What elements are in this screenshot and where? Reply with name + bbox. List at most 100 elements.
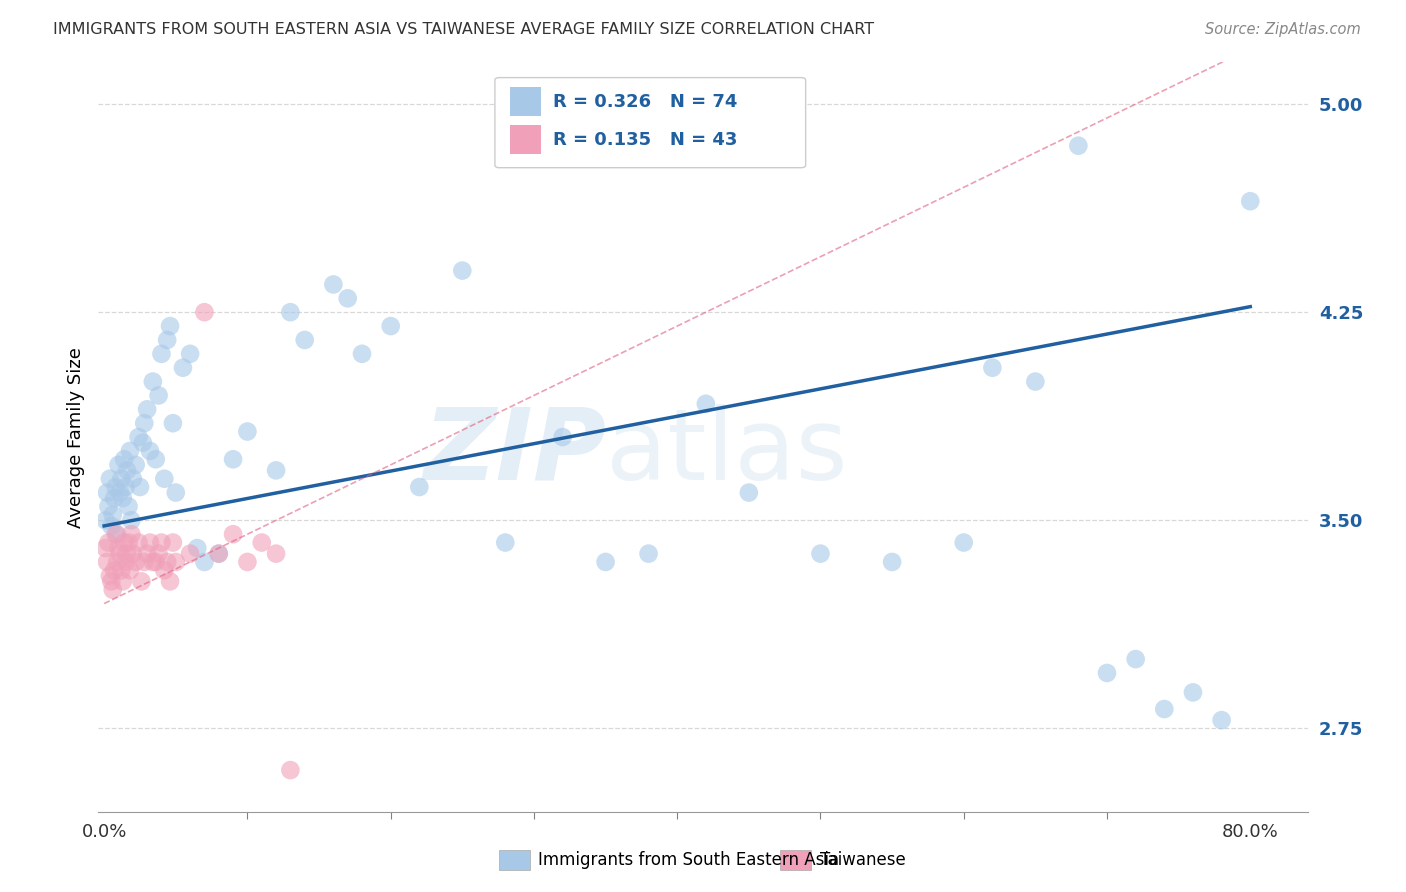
Point: [124, 555, 146, 569]
Point: [380, 319, 402, 334]
Bar: [780, 850, 811, 870]
Point: [738, 485, 761, 500]
Point: [132, 435, 155, 450]
Point: [104, 527, 127, 541]
Point: [236, 555, 259, 569]
Point: [131, 574, 153, 589]
Point: [981, 360, 1004, 375]
Point: [117, 500, 139, 514]
Point: [153, 472, 176, 486]
Point: [121, 472, 143, 486]
Point: [97, 535, 120, 549]
Point: [1239, 194, 1261, 209]
Point: [120, 513, 142, 527]
Point: [136, 402, 159, 417]
Point: [1067, 138, 1090, 153]
Point: [150, 535, 173, 549]
Point: [108, 485, 131, 500]
Text: R = 0.326   N = 74: R = 0.326 N = 74: [553, 94, 737, 112]
Point: [1125, 652, 1147, 666]
Point: [236, 425, 259, 439]
Point: [110, 563, 132, 577]
Point: [118, 444, 141, 458]
Point: [115, 547, 138, 561]
Point: [142, 555, 165, 569]
Point: [148, 388, 170, 402]
Point: [952, 535, 974, 549]
Point: [117, 535, 139, 549]
Point: [96, 555, 118, 569]
Point: [153, 563, 176, 577]
Point: [136, 547, 159, 561]
Point: [108, 547, 131, 561]
Point: [139, 535, 162, 549]
Point: [695, 397, 717, 411]
Point: [156, 555, 179, 569]
Point: [451, 263, 474, 277]
Point: [280, 305, 302, 319]
Point: [112, 452, 135, 467]
Point: [145, 452, 167, 467]
Point: [280, 763, 302, 777]
Point: [165, 555, 187, 569]
Point: [179, 547, 201, 561]
Point: [162, 535, 184, 549]
Point: [100, 574, 122, 589]
Point: [100, 519, 122, 533]
Point: [115, 463, 138, 477]
Y-axis label: Average Family Size: Average Family Size: [66, 347, 84, 527]
Point: [118, 563, 141, 577]
Point: [336, 291, 359, 305]
Point: [264, 463, 287, 477]
Point: [208, 547, 231, 561]
Point: [494, 535, 516, 549]
Point: [107, 458, 129, 472]
Point: [134, 416, 156, 430]
Point: [111, 491, 134, 505]
Point: [222, 452, 245, 467]
Text: R = 0.135   N = 43: R = 0.135 N = 43: [553, 131, 737, 150]
Point: [637, 547, 659, 561]
Point: [101, 582, 124, 597]
Point: [124, 458, 146, 472]
Point: [120, 527, 142, 541]
Point: [186, 541, 208, 555]
Point: [179, 347, 201, 361]
Point: [810, 547, 832, 561]
Point: [250, 535, 273, 549]
Point: [128, 535, 150, 549]
Point: [111, 574, 134, 589]
Point: [134, 555, 156, 569]
Point: [97, 500, 120, 514]
Point: [172, 360, 194, 375]
Point: [103, 491, 125, 505]
Text: IMMIGRANTS FROM SOUTH EASTERN ASIA VS TAIWANESE AVERAGE FAMILY SIZE CORRELATION : IMMIGRANTS FROM SOUTH EASTERN ASIA VS TA…: [53, 22, 875, 37]
Point: [142, 375, 165, 389]
Text: atlas: atlas: [606, 403, 848, 500]
Point: [595, 555, 617, 569]
Point: [1181, 685, 1204, 699]
Point: [264, 547, 287, 561]
Point: [114, 555, 136, 569]
Bar: [510, 87, 541, 116]
Text: Immigrants from South Eastern Asia: Immigrants from South Eastern Asia: [538, 851, 839, 869]
Point: [112, 535, 135, 549]
Point: [350, 347, 373, 361]
Point: [882, 555, 904, 569]
Point: [1095, 665, 1118, 680]
Point: [94, 513, 117, 527]
Point: [145, 555, 167, 569]
Point: [110, 472, 132, 486]
Point: [150, 347, 173, 361]
Point: [107, 541, 129, 555]
Point: [222, 527, 245, 541]
Point: [408, 480, 430, 494]
Point: [104, 480, 127, 494]
Point: [1024, 375, 1046, 389]
Point: [128, 430, 150, 444]
Point: [193, 305, 215, 319]
Point: [121, 547, 143, 561]
Point: [1153, 702, 1175, 716]
Point: [162, 416, 184, 430]
Point: [208, 547, 231, 561]
